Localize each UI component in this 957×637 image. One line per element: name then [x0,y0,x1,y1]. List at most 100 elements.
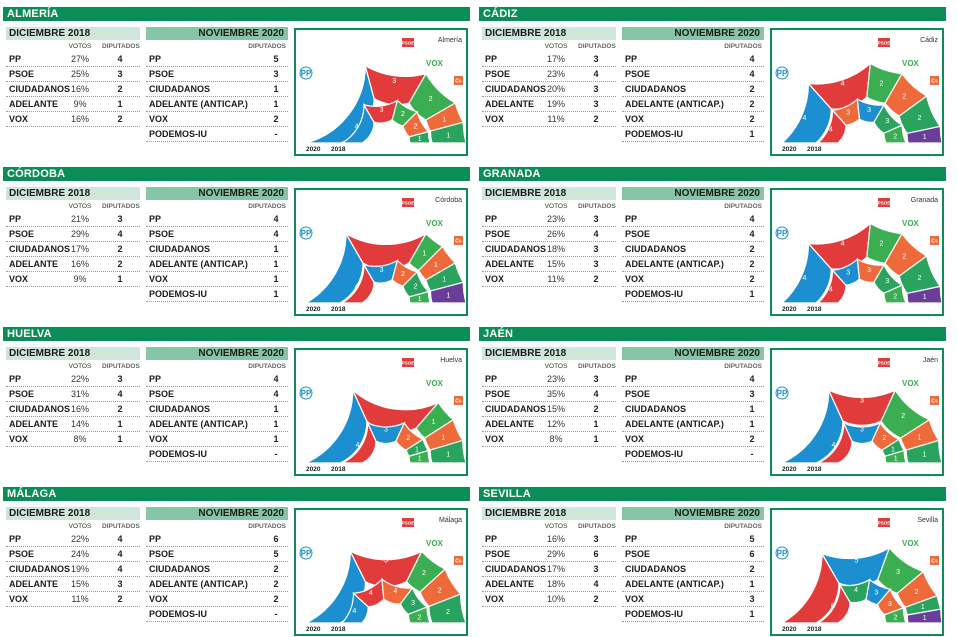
dic2018-header: DICIEMBRE 2018 [6,507,140,520]
seats-value: 2 [273,579,279,589]
seats-value: - [274,609,278,619]
table-row: PSOE 31% 4 [6,387,140,402]
party-name: PSOE [149,229,175,239]
table-row: PP 5 [146,52,288,67]
seats-value: 4 [749,229,755,239]
party-name: PODEMOS-IU [625,129,684,139]
seats-value: 3 [273,69,279,79]
pp-logo [299,546,313,560]
pp-logo-text: PP [777,389,788,398]
parliament-chart: 4 4 2 2 2 1 4 3 3 3 2 Granada 2020 2018 PP PSOE VOX Cs [770,188,944,316]
year-2018-label: 2018 [807,146,822,153]
party-name: PODEMOS-IU [625,449,684,459]
seats-value: 6 [593,549,599,559]
column-headers: VOTOS DIPUTADOS [482,520,616,532]
votos-column-header: VOTOS [68,363,92,370]
column-headers: VOTOS DIPUTADOS [482,360,616,372]
seats-value: 6 [749,549,755,559]
votes-value: 10% [546,594,565,604]
seats-value: 3 [593,99,599,109]
party-name: ADELANTE [485,99,534,109]
seats-value: 4 [273,214,279,224]
inner-segment-vox [883,124,907,144]
table-row: CIUDADANOS 2 [622,242,764,257]
votes-value: 11% [71,594,89,604]
seats-value: 2 [749,244,755,254]
outer-segment-adelante [429,439,466,464]
seats-value: 2 [117,84,123,94]
party-name: PP [9,374,22,384]
pp-logo [299,386,313,400]
table-row: VOX 1 [146,432,288,447]
outer-seat-label: 3 [896,569,900,576]
province-title: MÁLAGA [3,487,470,501]
results-2020-table: NOVIEMBRE 2020 DIPUTADOS PP 4 PSOE 4 CIUDADANO… [622,27,764,142]
votes-value: 17% [546,54,565,64]
psoe-logo [402,198,414,207]
year-2018-label: 2018 [331,466,346,473]
table-row: VOX 11% 2 [482,112,616,127]
votes-value: 23% [546,69,565,79]
province-panel: HUELVA DICIEMBRE 2018 VOTOS DIPUTADOS PP 22% 3… [3,327,470,477]
seats-value: 3 [593,534,599,544]
party-name: PP [485,214,498,224]
psoe-logo [402,38,414,47]
outer-seat-label: 3 [392,78,396,85]
votes-value: 19% [70,564,89,574]
table-row: PSOE 35% 4 [482,387,616,402]
table-row: PSOE 4 [146,227,288,242]
dic2018-header: DICIEMBRE 2018 [482,507,616,520]
seats-value: 5 [749,534,755,544]
diputados-column-header: DIPUTADOS [102,43,140,50]
pp-logo-text: PP [777,69,788,78]
column-headers: VOTOS DIPUTADOS [482,200,616,212]
seats-value: 1 [749,289,755,299]
party-name: PODEMOS-IU [625,609,684,619]
pp-logo [775,66,789,80]
diputados-column-header: DIPUTADOS [102,203,140,210]
outer-segment-adelante [429,121,466,144]
seats-value: 4 [117,564,123,574]
seats-value: 4 [273,374,279,384]
cs-logo-text: Cs [455,399,462,405]
table-row: PSOE 24% 4 [6,547,140,562]
seats-value: 2 [749,434,755,444]
outer-seat-label: 4 [384,238,388,245]
votes-value: 8% [73,434,87,444]
seats-value: 2 [593,594,599,604]
seats-value: 3 [117,374,123,384]
outer-seat-label: 4 [329,269,333,276]
results-2018-table: DICIEMBRE 2018 VOTOS DIPUTADOS PP 22% 4 PSOE 24… [6,507,140,607]
table-row: ADELANTE (ANTICAP.) 1 [622,577,764,592]
seats-value: 4 [593,229,599,239]
seats-value: 6 [273,534,279,544]
table-row: CIUDADANOS 2 [622,82,764,97]
inner-seat-label: 4 [369,590,373,597]
inner-seat-label: 1 [415,446,419,453]
votes-value: 12% [546,419,565,429]
table-row: CIUDADANOS 20% 3 [482,82,616,97]
table-row: PSOE 25% 3 [6,67,140,82]
table-row: ADELANTE (ANTICAP.) 1 [146,97,288,112]
inner-seat-label: 3 [380,267,384,274]
votes-value: 11% [547,114,565,124]
seats-value: 4 [593,389,599,399]
party-name: ADELANTE (ANTICAP.) [625,99,724,109]
province-panel: CÓRDOBA DICIEMBRE 2018 VOTOS DIPUTADOS PP 21%… [3,167,470,317]
table-row: ADELANTE (ANTICAP.) 2 [622,257,764,272]
table-row: ADELANTE 14% 1 [6,417,140,432]
party-name: PSOE [9,69,35,79]
inner-seat-label: 1 [418,296,422,303]
column-headers: DIPUTADOS [622,40,764,52]
table-row: PP 4 [622,372,764,387]
party-name: PP [625,54,638,64]
table-row: VOX 2 [622,432,764,447]
cs-logo-text: Cs [931,239,938,245]
seats-value: 2 [749,274,755,284]
votes-value: 15% [546,259,565,269]
party-name: CIUDADANOS [9,404,71,414]
table-row: PP 4 [146,212,288,227]
seats-value: 1 [749,579,755,589]
seats-value: 4 [593,579,599,589]
year-2020-label: 2020 [782,466,797,473]
